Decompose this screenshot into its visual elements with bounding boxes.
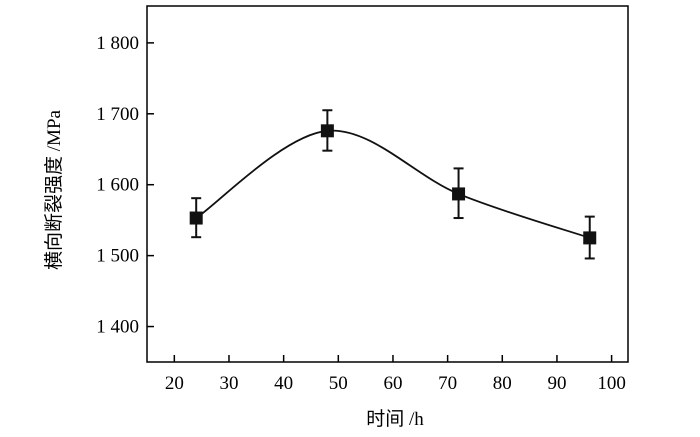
y-tick-label: 1 500: [96, 246, 139, 267]
y-tick-label: 1 400: [96, 317, 139, 338]
series-line: [195, 129, 591, 239]
x-tick-label: 90: [547, 373, 566, 394]
x-tick-label: 50: [329, 373, 348, 394]
x-axis-title: 时间 /h: [366, 408, 424, 430]
data-point: [189, 211, 203, 225]
x-tick-label: 70: [438, 373, 457, 394]
x-tick-label: 60: [383, 373, 402, 394]
data-point: [320, 124, 334, 138]
axes-layer: 20 30 40 50 60 70 80 90 100 1 400 1 500 1 600 1 700 1…: [96, 5, 629, 394]
x-tick-label: 80: [493, 373, 512, 394]
x-tick-label: 30: [219, 373, 238, 394]
y-tick-label: 1 700: [96, 104, 139, 125]
plot-layer: [189, 109, 597, 260]
x-tick-label: 20: [165, 373, 184, 394]
plot-frame: [146, 5, 629, 363]
y-axis-title: 横向断裂强度 /MPa: [43, 109, 65, 269]
data-point: [583, 231, 597, 245]
x-tick-label: 40: [274, 373, 293, 394]
y-tick-label: 1 600: [96, 175, 139, 196]
x-tick-label: 100: [597, 373, 626, 394]
data-point: [452, 187, 466, 201]
y-tick-label: 1 800: [96, 33, 139, 54]
